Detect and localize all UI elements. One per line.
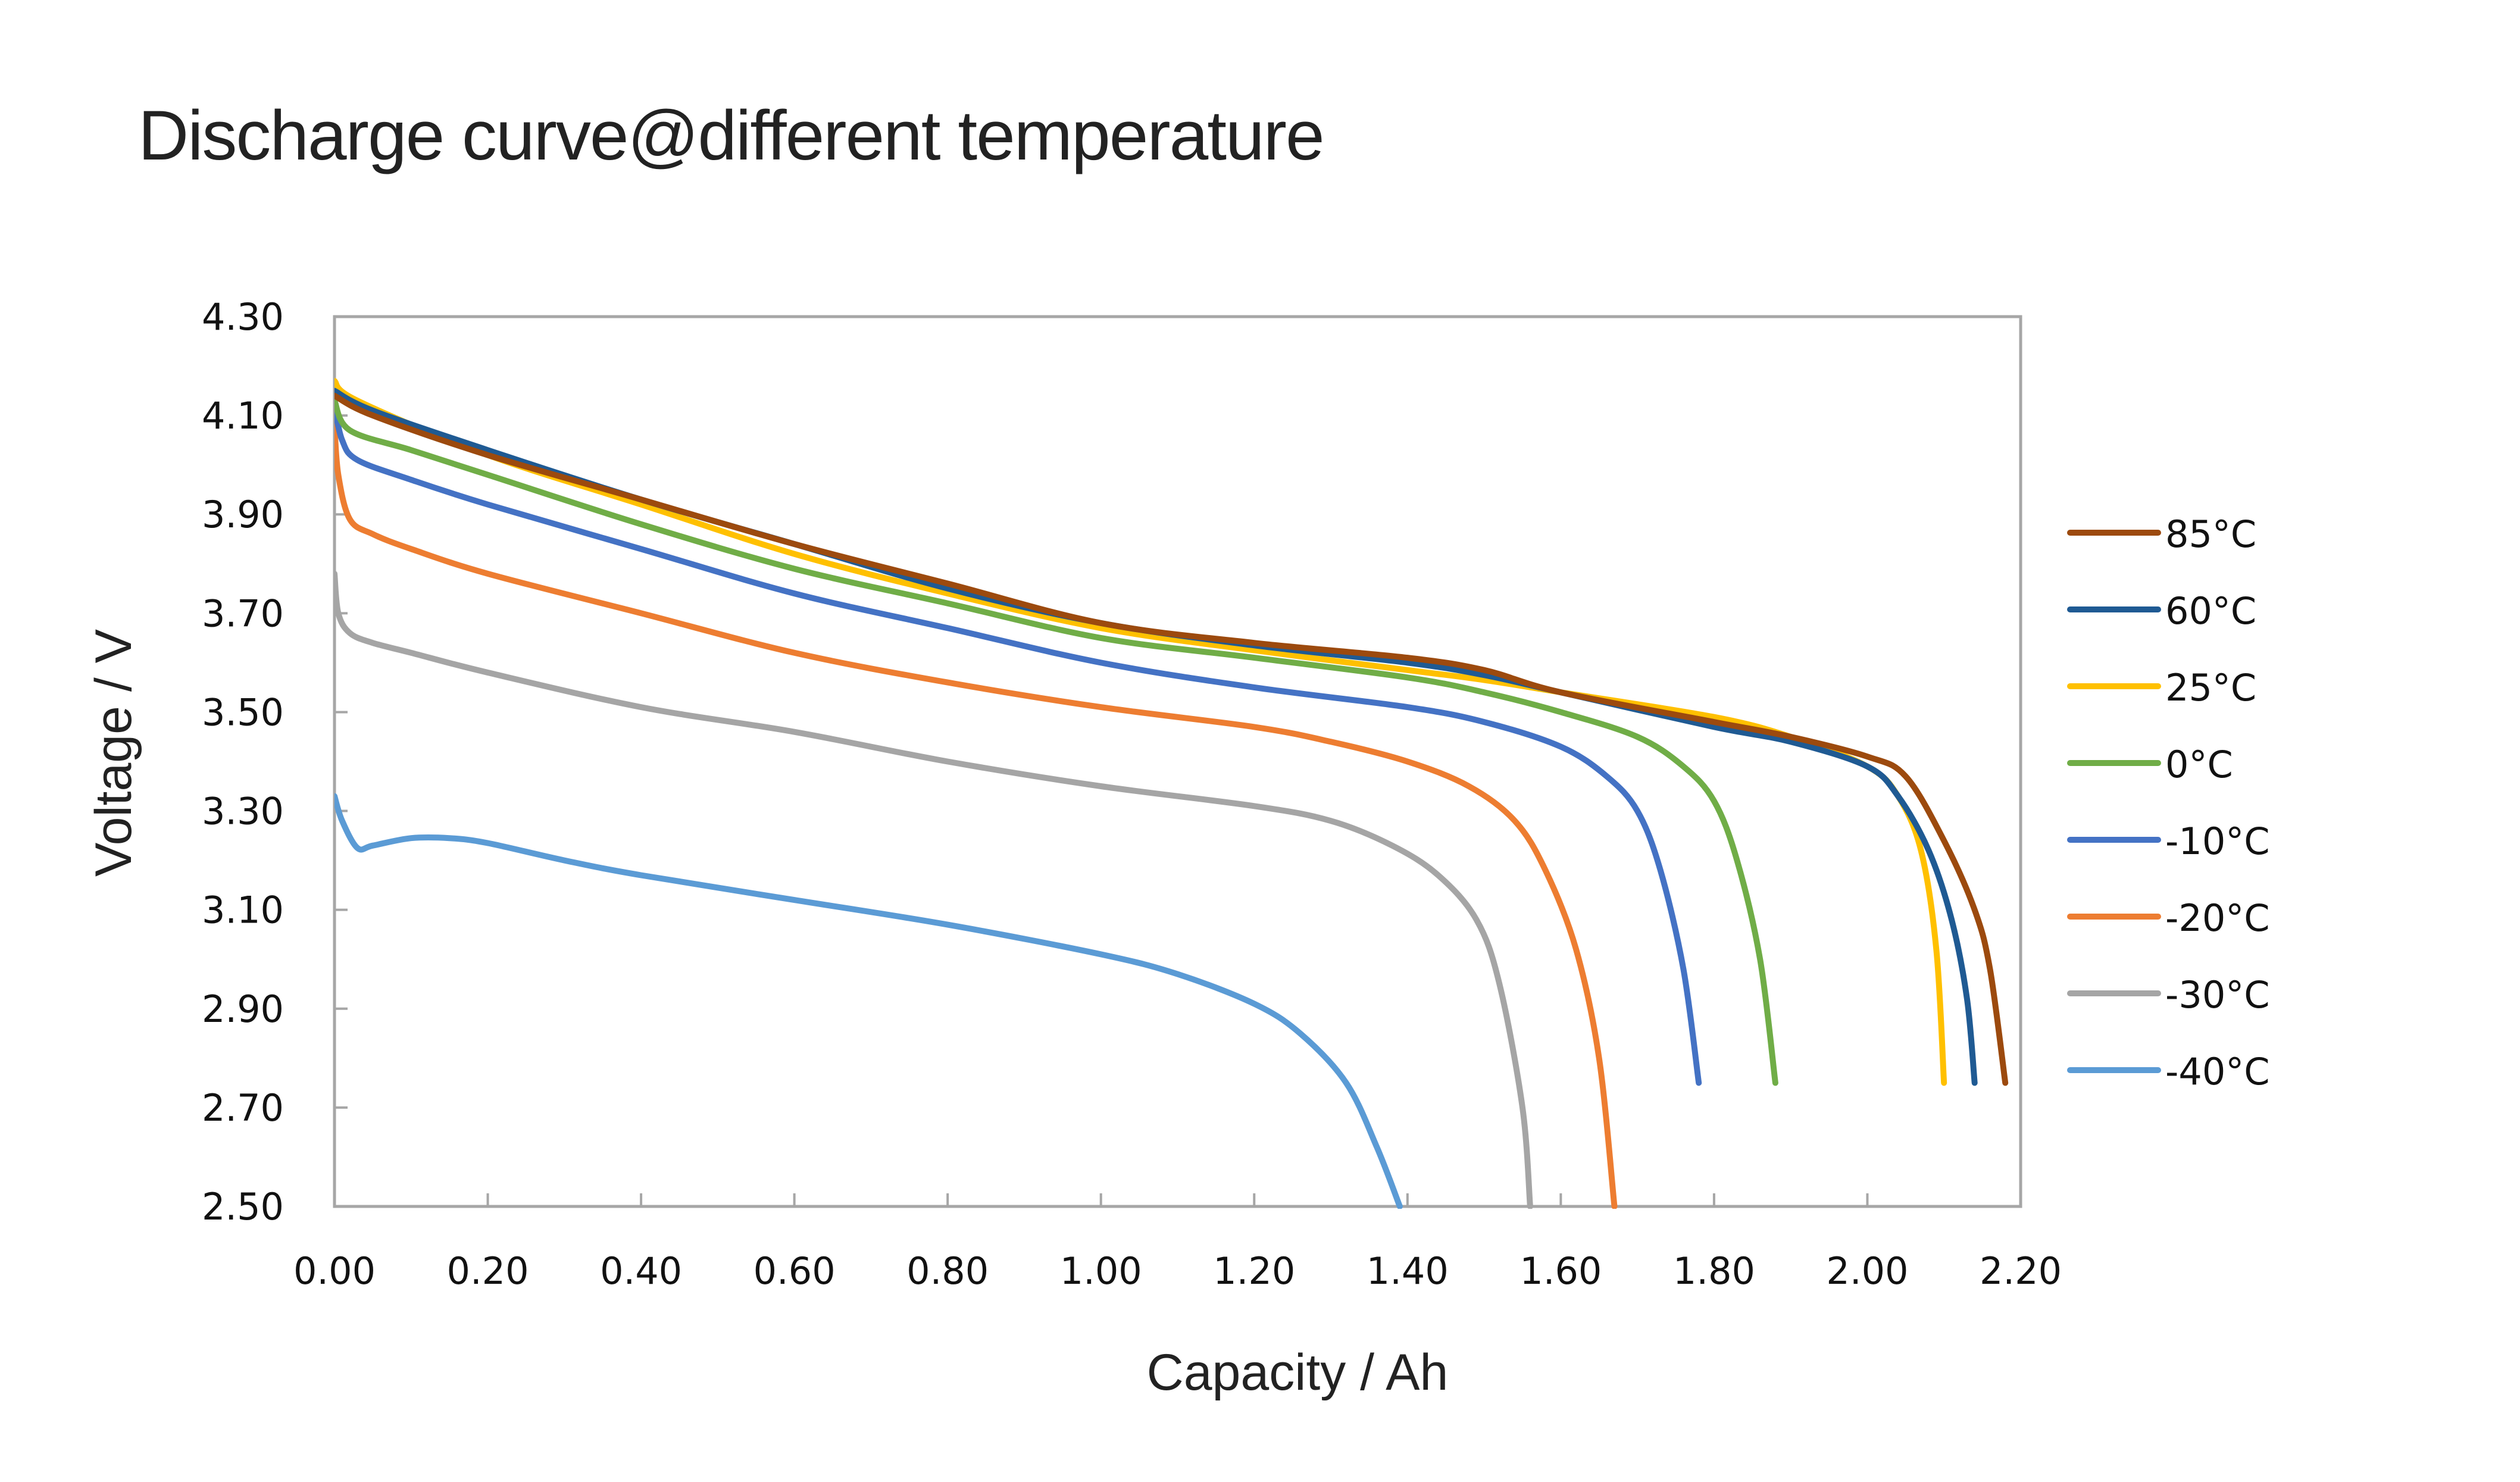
x-tick-label: 1.20	[1213, 1249, 1295, 1293]
legend-item: -40°C	[2067, 1050, 2270, 1093]
series-line-minus40c	[334, 793, 1403, 1209]
x-tick-label: 0.00	[293, 1249, 376, 1293]
y-tick-label: 4.10	[202, 394, 284, 437]
y-tick-label: 3.50	[202, 690, 284, 734]
y-tick-label: 4.30	[202, 295, 284, 339]
legend-item: 25°C	[2067, 666, 2256, 709]
x-tick-label: 0.40	[600, 1249, 682, 1293]
series-line-85c	[334, 392, 2009, 1086]
x-tick-label: 0.20	[447, 1249, 529, 1293]
y-tick-label: 3.10	[202, 889, 284, 932]
series-line-25c	[334, 378, 1947, 1086]
legend-item: -30°C	[2067, 973, 2270, 1017]
y-tick-label: 3.70	[202, 592, 284, 635]
series-line-minus20c	[334, 422, 1618, 1209]
x-tick-label: 0.80	[906, 1249, 989, 1293]
x-tick-label: 1.60	[1519, 1249, 1602, 1293]
y-tick-label: 3.90	[202, 493, 284, 536]
legend-label: -10°C	[2165, 820, 2270, 863]
legend-label: 85°C	[2165, 512, 2256, 556]
x-tick-label: 2.20	[1980, 1249, 2062, 1293]
x-tick-label: 2.00	[1826, 1249, 1908, 1293]
axes: 4.30 4.10 3.90 3.70 3.50 3.30 3.10 2.90 2.70 2.50…	[202, 295, 2062, 1293]
legend-label: -20°C	[2165, 896, 2270, 940]
legend-item: 85°C	[2067, 512, 2256, 556]
legend-item: -10°C	[2067, 820, 2270, 863]
series-line-minus30c	[334, 570, 1533, 1209]
y-tick-label: 2.70	[202, 1086, 284, 1130]
legend-item: 0°C	[2067, 743, 2233, 786]
x-tick-label: 1.00	[1060, 1249, 1142, 1293]
legend: 85°C 60°C 25°C 0°C -10°C -20°C -30°C -40°C	[2067, 512, 2270, 1093]
legend-item: -20°C	[2067, 896, 2270, 940]
series-line-0c	[334, 398, 1778, 1086]
legend-item: 60°C	[2067, 589, 2256, 633]
y-axis-title: Voltage / V	[85, 629, 142, 877]
legend-label: 60°C	[2165, 589, 2256, 633]
x-tick-label: 0.60	[754, 1249, 836, 1293]
y-tick-label: 2.90	[202, 987, 284, 1031]
legend-label: -30°C	[2165, 973, 2270, 1017]
legend-label: -40°C	[2165, 1050, 2270, 1093]
x-tick-label: 1.40	[1367, 1249, 1449, 1293]
x-tick-label: 1.80	[1673, 1249, 1755, 1293]
legend-label: 0°C	[2165, 743, 2233, 786]
legend-label: 25°C	[2165, 666, 2256, 709]
chart-title: Discharge curve@different temperature	[138, 96, 1325, 175]
y-tick-label: 3.30	[202, 790, 284, 833]
series-line-minus10c	[334, 402, 1702, 1086]
y-tick-label: 2.50	[202, 1185, 284, 1228]
series-layer	[334, 378, 2009, 1209]
x-axis-title: Capacity / Ah	[1147, 1344, 1449, 1401]
plot-area-border	[333, 315, 2022, 1208]
series-line-60c	[334, 387, 1978, 1086]
